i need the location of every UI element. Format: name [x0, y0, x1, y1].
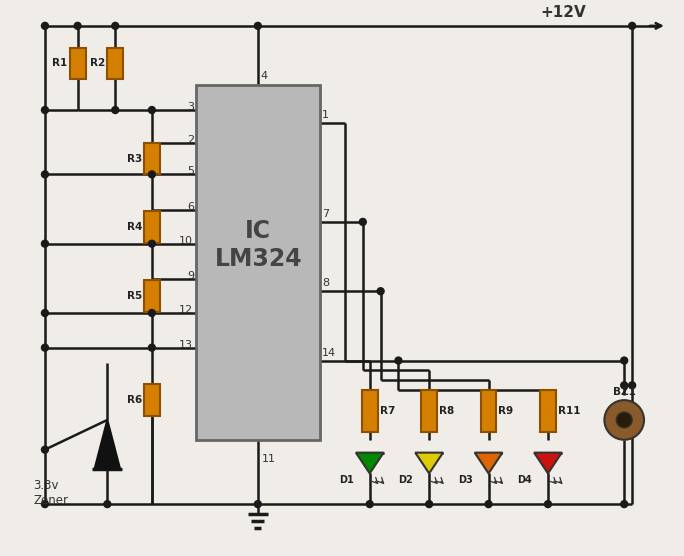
Bar — [107, 48, 123, 80]
Text: R7: R7 — [380, 406, 395, 416]
Polygon shape — [534, 453, 562, 473]
Text: 10: 10 — [179, 236, 192, 246]
Text: 4: 4 — [261, 71, 268, 81]
Circle shape — [148, 107, 155, 113]
Text: 1: 1 — [322, 110, 329, 120]
Circle shape — [104, 500, 111, 508]
Circle shape — [42, 171, 49, 178]
Text: 9: 9 — [187, 271, 194, 281]
Circle shape — [42, 344, 49, 351]
Circle shape — [111, 107, 119, 113]
Circle shape — [359, 219, 366, 225]
Text: R11: R11 — [558, 406, 580, 416]
Text: BZ1: BZ1 — [613, 387, 635, 397]
Circle shape — [254, 500, 261, 508]
Text: 2: 2 — [187, 135, 194, 145]
Circle shape — [621, 357, 628, 364]
Circle shape — [377, 288, 384, 295]
Text: 12: 12 — [179, 305, 192, 315]
Text: R5: R5 — [127, 291, 142, 301]
Circle shape — [42, 107, 49, 113]
Circle shape — [74, 22, 81, 29]
Circle shape — [148, 310, 155, 316]
Text: 6: 6 — [187, 202, 194, 212]
Text: 7: 7 — [322, 209, 329, 219]
Circle shape — [605, 400, 644, 440]
Circle shape — [148, 344, 155, 351]
Text: R3: R3 — [127, 153, 142, 163]
Circle shape — [485, 500, 492, 508]
Circle shape — [621, 382, 628, 389]
Bar — [144, 280, 160, 312]
Circle shape — [42, 310, 49, 316]
Text: R4: R4 — [127, 222, 142, 232]
Text: D1: D1 — [339, 475, 354, 485]
Bar — [196, 85, 320, 440]
Text: +12V: +12V — [540, 5, 586, 20]
Bar — [144, 384, 160, 416]
Text: 3: 3 — [187, 102, 194, 112]
Text: D3: D3 — [458, 475, 473, 485]
Bar — [481, 390, 497, 432]
Circle shape — [629, 382, 635, 389]
Bar — [362, 390, 378, 432]
Text: 5: 5 — [187, 166, 194, 176]
Text: 3.3v
Zener: 3.3v Zener — [33, 479, 68, 508]
Text: 13: 13 — [179, 340, 192, 350]
Circle shape — [254, 22, 261, 29]
Circle shape — [42, 22, 49, 29]
Circle shape — [148, 171, 155, 178]
Polygon shape — [475, 453, 503, 473]
Circle shape — [616, 412, 632, 428]
Text: D2: D2 — [399, 475, 413, 485]
Text: R9: R9 — [499, 406, 514, 416]
Circle shape — [425, 500, 432, 508]
Text: R1: R1 — [53, 58, 68, 68]
Circle shape — [621, 500, 628, 508]
Circle shape — [366, 500, 373, 508]
Circle shape — [395, 357, 402, 364]
Circle shape — [111, 22, 119, 29]
Circle shape — [148, 240, 155, 247]
Circle shape — [42, 446, 49, 453]
Polygon shape — [356, 453, 384, 473]
Text: 14: 14 — [322, 348, 337, 358]
Text: R8: R8 — [439, 406, 454, 416]
Circle shape — [629, 22, 635, 29]
Bar — [144, 143, 160, 175]
Circle shape — [42, 500, 49, 508]
Bar — [70, 48, 86, 80]
Text: IC
LM324: IC LM324 — [215, 219, 302, 271]
Circle shape — [544, 500, 551, 508]
Bar — [421, 390, 437, 432]
Polygon shape — [94, 420, 120, 469]
Circle shape — [42, 240, 49, 247]
Polygon shape — [415, 453, 443, 473]
Text: R2: R2 — [90, 58, 105, 68]
Bar — [144, 211, 160, 243]
Text: 11: 11 — [262, 454, 276, 464]
Text: R6: R6 — [127, 395, 142, 405]
Bar — [540, 390, 556, 432]
Text: 8: 8 — [322, 278, 329, 288]
Text: D4: D4 — [517, 475, 532, 485]
